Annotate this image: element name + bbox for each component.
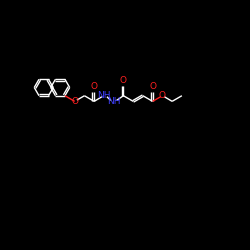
Text: NH: NH xyxy=(107,97,120,106)
Text: NH: NH xyxy=(97,91,111,100)
Text: O: O xyxy=(91,82,98,90)
Text: O: O xyxy=(159,91,166,100)
Text: O: O xyxy=(149,82,156,90)
Text: O: O xyxy=(71,97,78,106)
Text: O: O xyxy=(120,76,127,85)
